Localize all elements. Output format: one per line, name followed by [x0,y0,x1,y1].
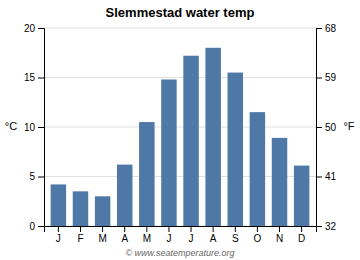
y2-tick-label: 68 [325,23,337,34]
title: Slemmestad water temp [106,5,255,20]
y2-tick-label: 59 [325,72,337,83]
y2-axis-line [317,29,323,227]
y2-tick-label: 41 [325,171,337,182]
x-tick-mark [279,226,280,232]
y-tick-mark [38,127,44,128]
x-tick-label: J [189,233,194,244]
annotation: © www.seatemperature.org [125,248,234,258]
y2-axis-title: °F [343,120,354,132]
y-tick-mark [38,78,44,79]
bar [161,79,176,226]
y-tick: 5 [29,171,44,182]
x-tick-label: D [298,233,305,244]
chart-svg: J F M A M J J A S O N D 0 5 10 15 20 32 41 50 59 68 °C °F Slemme… [0,0,360,260]
x-tick-mark [191,226,192,232]
x-tick-label: M [143,233,151,244]
bar [205,48,220,226]
x-tick-mark [124,226,125,232]
bar [95,196,110,226]
bar [73,191,88,226]
y-tick-mark [38,226,44,227]
x-tick: F [77,226,83,244]
y2-tick-mark [316,127,322,128]
bar [228,73,243,226]
x-tick-label: S [232,233,239,244]
x-tick-label: N [276,233,283,244]
y2-tick: 68 [316,23,337,34]
y2-tick-mark [316,226,322,227]
x-tick: J [166,226,171,244]
y-axis: 0 5 10 15 20 [24,23,45,232]
grid-line [44,28,316,29]
chart-container: J F M A M J J A S O N D 0 5 10 15 20 32 41 50 59 68 °C °F Slemme… [0,0,360,260]
y2-tick-mark [316,78,322,79]
x-tick-mark [213,226,214,232]
x-tick-label: M [98,233,106,244]
bar [117,165,132,226]
bar [250,112,265,226]
y-tick: 10 [24,122,44,133]
x-tick-label: J [166,233,171,244]
x-tick-mark [257,226,258,232]
x-tick: S [232,226,239,244]
x-tick: N [276,226,283,244]
y2-tick: 32 [316,221,337,232]
x-tick: M [98,226,106,244]
x-tick: J [56,226,61,244]
grid-line [44,77,316,78]
x-tick-mark [58,226,59,232]
y2-tick-mark [316,28,322,29]
y-tick-label: 10 [24,122,36,133]
x-tick: J [189,226,194,244]
x-tick-mark [80,226,81,232]
bar [272,138,287,226]
x-tick-label: A [210,233,217,244]
y-tick-label: 0 [29,221,35,232]
y2-axis: 32 41 50 59 68 [316,23,337,232]
grid [44,28,316,226]
bar [139,122,154,226]
x-tick: A [210,226,217,244]
x-axis: JFMAMJJASOND [45,226,317,244]
y2-tick-label: 32 [325,221,337,232]
x-tick: O [254,226,262,244]
x-tick-mark [235,226,236,232]
y2-tick: 50 [316,122,337,133]
y2-tick-label: 50 [325,122,337,133]
y-tick-mark [38,28,44,29]
x-axis-line [45,227,317,233]
x-tick-mark [168,226,169,232]
x-tick: D [298,226,305,244]
y-tick-label: 5 [29,171,35,182]
y-tick: 15 [24,72,44,83]
grid-line [44,127,316,128]
x-tick-mark [146,226,147,232]
x-tick-label: F [77,233,83,244]
y2-tick-mark [316,177,322,178]
bar [51,184,66,226]
y-tick-label: 20 [24,23,36,34]
y-tick: 0 [29,221,44,232]
y-axis-line [38,29,45,227]
y2-tick: 59 [316,72,337,83]
y-tick-mark [38,177,44,178]
y-axis-title: °C [5,120,17,132]
x-tick: A [121,226,128,244]
bar [183,56,198,226]
x-tick-mark [102,226,103,232]
y-tick: 20 [24,23,44,34]
y-tick-label: 15 [24,72,36,83]
x-tick-label: O [254,233,262,244]
y2-tick: 41 [316,171,337,182]
x-tick-label: A [121,233,128,244]
x-tick-mark [301,226,302,232]
x-tick: M [143,226,151,244]
bar [294,166,309,226]
bars [51,48,310,226]
x-tick-label: J [56,233,61,244]
